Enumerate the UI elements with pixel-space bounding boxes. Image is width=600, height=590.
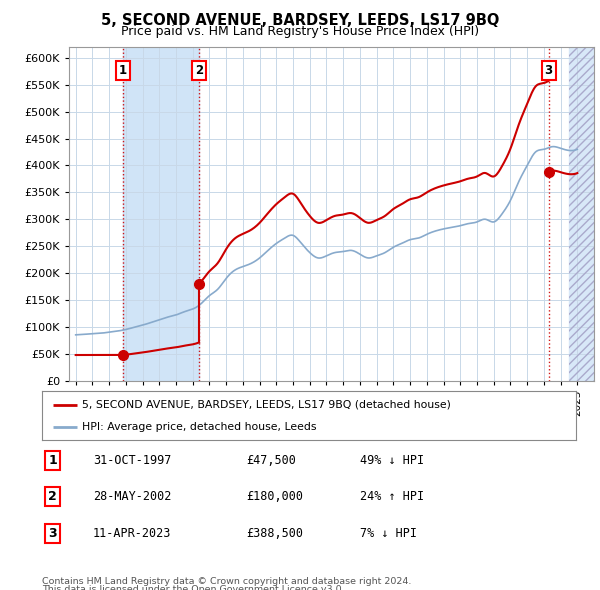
Text: 49% ↓ HPI: 49% ↓ HPI xyxy=(360,454,424,467)
Bar xyxy=(123,47,199,381)
Text: 1: 1 xyxy=(119,64,127,77)
Text: £388,500: £388,500 xyxy=(246,527,303,540)
Text: 3: 3 xyxy=(49,527,57,540)
Text: 24% ↑ HPI: 24% ↑ HPI xyxy=(360,490,424,503)
Text: £47,500: £47,500 xyxy=(246,454,296,467)
Text: 2: 2 xyxy=(195,64,203,77)
Bar xyxy=(569,47,594,381)
Text: 2: 2 xyxy=(49,490,57,503)
Text: 28-MAY-2002: 28-MAY-2002 xyxy=(93,490,172,503)
Text: 31-OCT-1997: 31-OCT-1997 xyxy=(93,454,172,467)
Text: Contains HM Land Registry data © Crown copyright and database right 2024.: Contains HM Land Registry data © Crown c… xyxy=(42,577,412,586)
Text: 7% ↓ HPI: 7% ↓ HPI xyxy=(360,527,417,540)
Text: 1: 1 xyxy=(49,454,57,467)
Text: 3: 3 xyxy=(544,64,553,77)
Bar xyxy=(569,47,594,381)
Text: HPI: Average price, detached house, Leeds: HPI: Average price, detached house, Leed… xyxy=(82,422,317,432)
Text: Price paid vs. HM Land Registry's House Price Index (HPI): Price paid vs. HM Land Registry's House … xyxy=(121,25,479,38)
Text: 5, SECOND AVENUE, BARDSEY, LEEDS, LS17 9BQ: 5, SECOND AVENUE, BARDSEY, LEEDS, LS17 9… xyxy=(101,13,499,28)
Text: £180,000: £180,000 xyxy=(246,490,303,503)
Text: 11-APR-2023: 11-APR-2023 xyxy=(93,527,172,540)
Text: This data is licensed under the Open Government Licence v3.0.: This data is licensed under the Open Gov… xyxy=(42,585,344,590)
Text: 5, SECOND AVENUE, BARDSEY, LEEDS, LS17 9BQ (detached house): 5, SECOND AVENUE, BARDSEY, LEEDS, LS17 9… xyxy=(82,399,451,409)
